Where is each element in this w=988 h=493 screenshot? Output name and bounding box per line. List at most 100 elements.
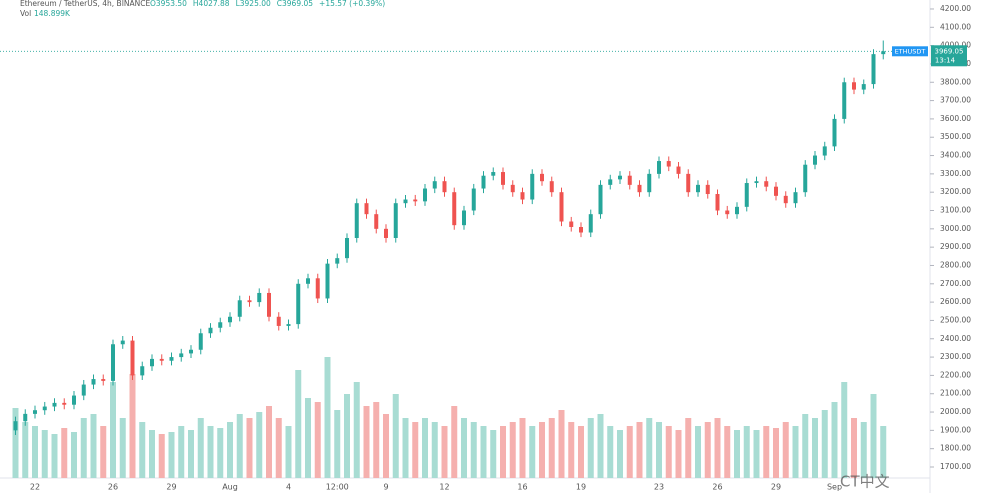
axes: 1700.00 1800.00 1900.00 2000.00 2100.00 2200.…: [0, 4, 971, 492]
y-tick-label: 2500.00: [940, 315, 971, 324]
volume-bar: [763, 426, 770, 478]
volume-bar: [51, 434, 58, 478]
candle-body: [627, 175, 632, 185]
candle-body: [159, 358, 164, 361]
ohlc-value: C3969.05: [277, 0, 313, 8]
y-tick-label: 2800.00: [940, 260, 971, 269]
candle-body: [247, 300, 252, 303]
candle-body: [744, 183, 749, 207]
candle-body: [813, 155, 817, 165]
candle-body: [764, 181, 769, 187]
volume-bar: [256, 412, 263, 478]
candle-body: [62, 402, 67, 405]
volume-bar: [266, 406, 272, 478]
candle-body: [101, 379, 106, 381]
volume-bar: [90, 414, 97, 478]
candle-body: [169, 357, 174, 361]
volume-bar: [812, 418, 818, 478]
candle-body: [432, 181, 437, 189]
candle-body: [520, 192, 525, 200]
volume-bar: [41, 430, 48, 478]
x-tick-label: 26: [712, 483, 722, 492]
candle-body: [569, 221, 574, 227]
volume-bar: [490, 430, 497, 478]
y-tick-label: 2300.00: [940, 352, 971, 361]
volume-bar: [597, 414, 604, 478]
candle-body: [549, 181, 554, 193]
candle-body: [608, 179, 613, 185]
volume-bar: [363, 406, 370, 478]
candle-body: [754, 181, 759, 184]
candle-body: [189, 349, 193, 354]
volume-bar: [392, 394, 399, 478]
x-tick-label: 22: [30, 483, 40, 492]
volume-bar: [275, 418, 282, 478]
volume-bar: [860, 422, 867, 478]
volume-bar: [685, 418, 692, 478]
candle-layer: [13, 40, 886, 435]
candle-body: [842, 82, 847, 119]
candle-body: [325, 263, 330, 299]
candle-body: [725, 210, 730, 215]
candle-body: [33, 410, 37, 414]
candle-body: [140, 366, 145, 376]
volume-bar: [344, 394, 350, 478]
volume-bar: [236, 414, 243, 478]
volume-bar: [578, 426, 584, 478]
candle-body: [413, 199, 418, 202]
y-tick-label: 3700.00: [940, 96, 971, 105]
volume-bar: [305, 398, 311, 478]
volume-bar: [734, 430, 740, 478]
candle-body: [228, 316, 232, 323]
y-tick-label: 1800.00: [940, 444, 971, 453]
candle-body: [130, 340, 135, 376]
volume-bar: [539, 422, 545, 478]
y-tick-label: 3500.00: [940, 132, 971, 141]
volume-bar: [841, 382, 848, 478]
volume-bar: [782, 422, 789, 478]
volume-bar: [646, 418, 653, 478]
y-tick-label: 1700.00: [940, 462, 971, 471]
candle-body: [783, 195, 788, 204]
volume-bar: [626, 426, 633, 478]
x-tick-label: 29: [771, 483, 781, 492]
candle-body: [208, 327, 213, 334]
x-tick-label: Sep: [827, 483, 842, 492]
volume-bar: [743, 426, 750, 478]
volume-bar: [119, 418, 126, 478]
candle-body: [598, 184, 603, 215]
volume-bar: [529, 426, 536, 478]
candle-body: [861, 84, 866, 90]
volume-bar: [80, 418, 87, 478]
candle-body: [637, 184, 642, 193]
volume-bar: [880, 426, 887, 478]
candle-body: [471, 188, 476, 211]
candle-body: [150, 358, 154, 367]
ohlc-value: O3953.50: [150, 0, 187, 8]
candle-body: [218, 322, 223, 328]
volume-bar: [246, 418, 253, 478]
volume-bar: [509, 422, 516, 478]
y-tick-label: 3600.00: [940, 114, 971, 123]
volume-bar: [480, 426, 487, 478]
volume-bar: [714, 418, 721, 478]
volume-bar: [470, 422, 477, 478]
candle-body: [735, 206, 739, 215]
x-tick-label: 16: [517, 483, 527, 492]
candle-body: [881, 51, 886, 55]
x-tick-label: 29: [166, 483, 176, 492]
symbol-tag: [892, 46, 928, 57]
ohlc-header: O3953.50 H4027.88 L3925.00 C3969.05 +15.57 (…: [150, 0, 385, 8]
candle-body: [686, 173, 691, 193]
volume-bar: [500, 426, 506, 478]
y-tick-label: 3300.00: [940, 169, 971, 178]
volume-bar: [178, 426, 185, 478]
candle-body: [832, 118, 837, 147]
volume-bar: [587, 418, 594, 478]
volume-bar: [285, 426, 292, 478]
volume-bar: [802, 414, 809, 478]
candle-body: [276, 316, 281, 326]
volume-bar: [188, 430, 194, 478]
watermark: CT中文: [840, 473, 890, 491]
